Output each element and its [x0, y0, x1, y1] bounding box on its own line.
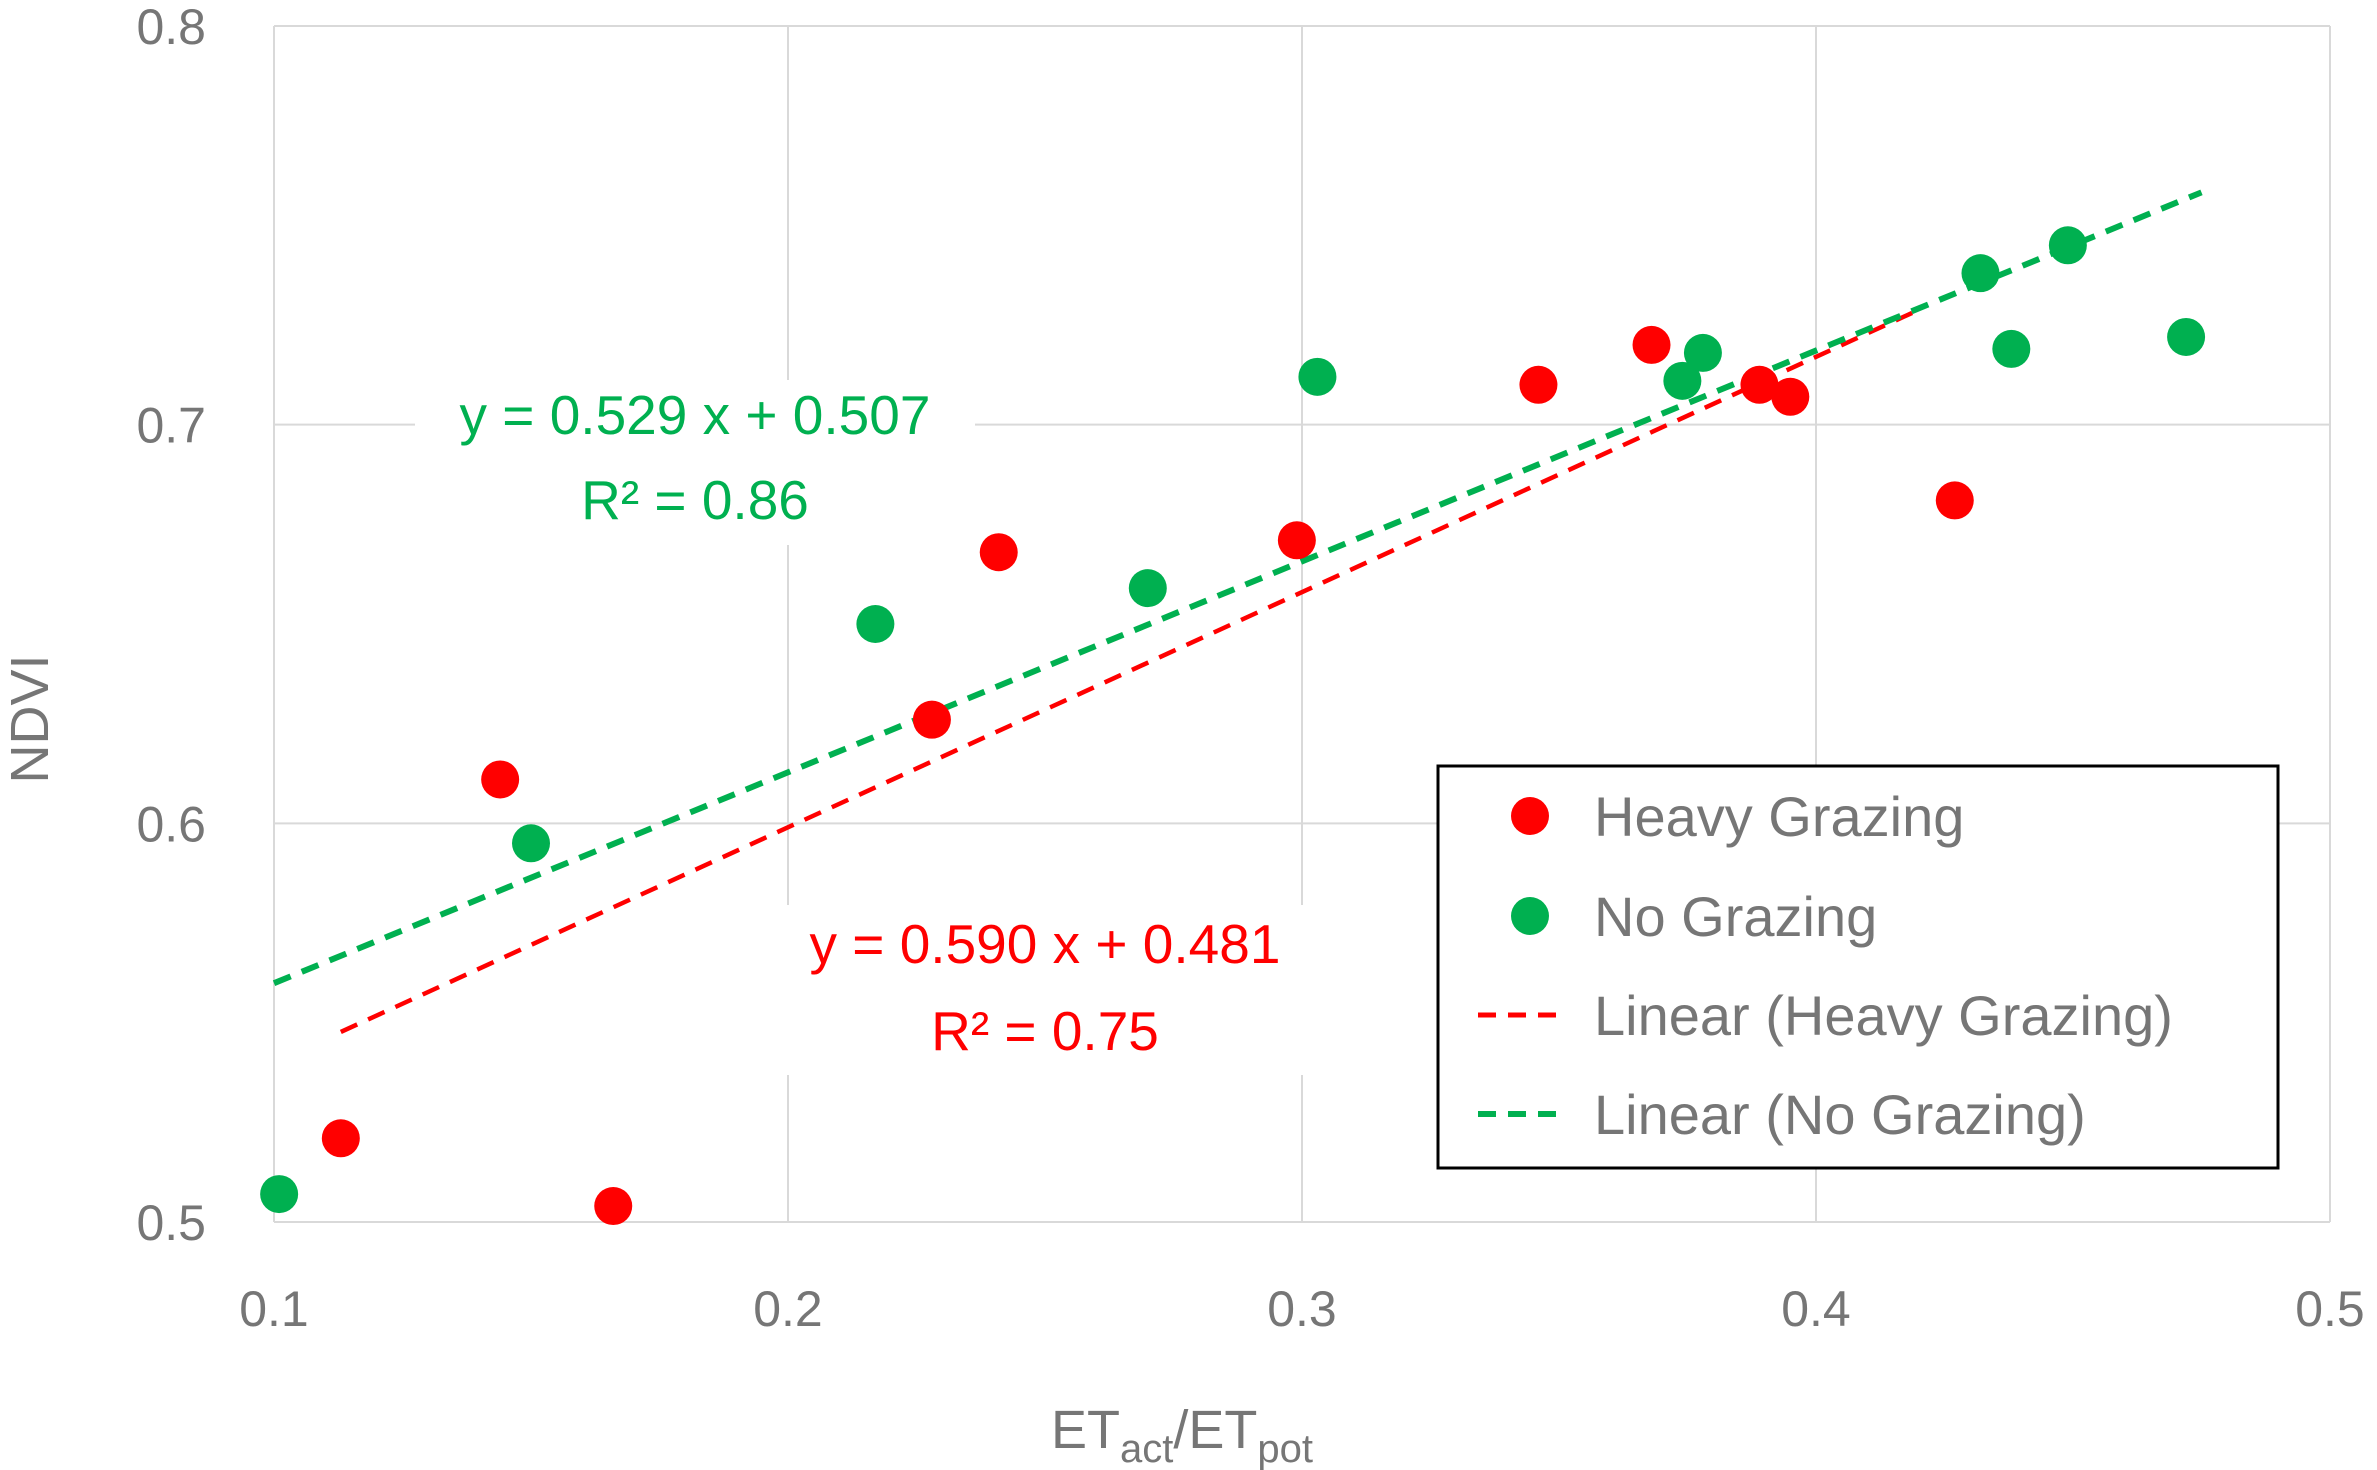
legend-label-linear-heavy-grazing: Linear (Heavy Grazing) [1594, 984, 2173, 1047]
x-axis-title-et2: /ET [1173, 1400, 1257, 1460]
legend: Heavy Grazing No Grazing Linear (Heavy G… [1436, 764, 2280, 1170]
legend-marker-no-grazing [1511, 897, 1549, 935]
data-point [1128, 569, 1167, 608]
y-axis-title: NDVI [0, 654, 60, 783]
data-point [1298, 357, 1337, 396]
x-axis-title: ETact/ETpot [1051, 1400, 1313, 1470]
x-tick-label: 0.1 [239, 1281, 309, 1337]
y-tick-label: 0.6 [136, 796, 206, 852]
annotation-heavy-grazing-equation: y = 0.590 x + 0.481 [810, 913, 1281, 975]
legend-label-linear-no-grazing: Linear (No Grazing) [1594, 1083, 2086, 1146]
data-point [979, 533, 1018, 572]
data-point [912, 700, 951, 739]
x-tick-label: 0.2 [753, 1281, 823, 1337]
data-point [2048, 226, 2087, 265]
data-point [512, 824, 550, 863]
x-tick-label: 0.3 [1267, 1281, 1337, 1337]
data-point [321, 1119, 360, 1158]
data-point [856, 605, 895, 643]
annotation-no-grazing-equation: y = 0.529 x + 0.507 [460, 384, 931, 446]
data-point [481, 760, 520, 799]
data-point [1683, 333, 1722, 372]
data-point [1277, 521, 1316, 560]
data-point [2167, 317, 2206, 356]
data-point [1663, 361, 1702, 400]
legend-label-no-grazing: No Grazing [1594, 885, 1877, 948]
x-tick-label: 0.4 [1781, 1281, 1851, 1337]
x-axis-title-sub-act: act [1120, 1427, 1173, 1470]
annotation-heavy-grazing-bg [765, 905, 1325, 1075]
legend-label-heavy-grazing: Heavy Grazing [1594, 785, 1964, 848]
data-point [594, 1187, 633, 1226]
trendlines [272, 189, 2203, 1035]
data-point [1992, 329, 2031, 368]
data-point [1771, 377, 1810, 416]
annotation-no-grazing: y = 0.529 x + 0.507 R² = 0.86 [415, 380, 975, 545]
data-point [1961, 254, 2000, 293]
x-tick-label: 0.5 [2295, 1281, 2365, 1337]
trendline [272, 189, 2203, 986]
trendline [339, 307, 1920, 1035]
annotation-no-grazing-bg [415, 380, 975, 545]
data-point [1519, 365, 1558, 404]
data-point [1935, 481, 1974, 520]
annotation-heavy-grazing-r2: R² = 0.75 [931, 1000, 1159, 1062]
tick-labels: 0.1 0.2 0.3 0.4 0.5 0.5 0.6 0.7 0.8 [136, 0, 2364, 1337]
annotation-no-grazing-r2: R² = 0.86 [581, 469, 809, 531]
legend-marker-heavy-grazing [1511, 797, 1549, 835]
annotation-heavy-grazing: y = 0.590 x + 0.481 R² = 0.75 [765, 905, 1325, 1075]
data-point [1740, 365, 1779, 404]
y-tick-label: 0.7 [136, 398, 206, 454]
x-axis-title-sub-pot: pot [1257, 1427, 1313, 1470]
data-point [260, 1175, 299, 1214]
data-point [1632, 325, 1671, 364]
legend-box [1436, 764, 2280, 1170]
y-tick-label: 0.8 [136, 0, 206, 55]
y-tick-label: 0.5 [136, 1195, 206, 1251]
x-axis-title-et1: ET [1051, 1400, 1120, 1460]
data-points [260, 226, 2206, 1226]
